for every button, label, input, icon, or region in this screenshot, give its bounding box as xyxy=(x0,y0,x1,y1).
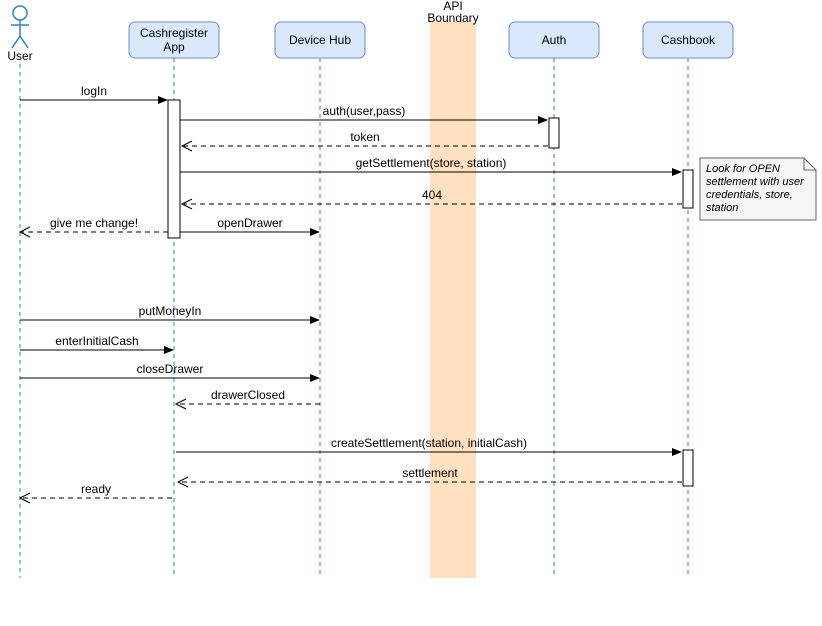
message-label: enterInitialCash xyxy=(55,334,138,348)
message-label: 404 xyxy=(422,188,442,202)
node-cashbook: Cashbook xyxy=(643,22,733,578)
svg-text:Boundary: Boundary xyxy=(427,11,478,25)
activation-cashbook1 xyxy=(683,170,693,208)
message-label: give me change! xyxy=(50,216,138,230)
message-2: token xyxy=(182,130,548,151)
message-label: openDrawer xyxy=(217,216,282,230)
note: Look for OPENsettlement with usercredent… xyxy=(700,158,816,220)
message-9: closeDrawer xyxy=(20,362,320,382)
message-label: settlement xyxy=(402,466,458,480)
message-label: getSettlement(store, station) xyxy=(356,156,507,170)
message-label: token xyxy=(350,130,379,144)
activation-auth xyxy=(549,118,559,148)
note-line: credentials, store, xyxy=(706,189,793,201)
message-label: closeDrawer xyxy=(137,362,204,376)
svg-text:User: User xyxy=(7,49,32,63)
note-line: Look for OPEN xyxy=(706,163,780,175)
svg-text:Cashbook: Cashbook xyxy=(661,33,716,47)
message-label: drawerClosed xyxy=(211,388,285,402)
message-label: auth(user,pass) xyxy=(323,104,406,118)
svg-text:Cashregister: Cashregister xyxy=(140,26,208,40)
message-label: logIn xyxy=(81,84,107,98)
svg-text:App: App xyxy=(163,40,185,54)
actor-user: User xyxy=(7,6,32,578)
api-boundary: API Boundary xyxy=(427,0,478,578)
message-label: createSettlement(station, initialCash) xyxy=(331,436,527,450)
activation-cashbook2 xyxy=(683,450,693,486)
note-line: settlement with user xyxy=(706,176,805,188)
message-label: putMoneyIn xyxy=(139,304,202,318)
message-5: give me change! xyxy=(20,216,168,237)
svg-text:Auth: Auth xyxy=(542,33,567,47)
message-13: ready xyxy=(20,482,172,503)
sequence-diagram: API Boundary User CashregisterApp Device … xyxy=(0,0,822,626)
message-11: createSettlement(station, initialCash) xyxy=(176,436,682,456)
node-auth: Auth xyxy=(509,22,599,578)
message-0: logIn xyxy=(20,84,168,104)
message-label: ready xyxy=(81,482,111,496)
message-7: putMoneyIn xyxy=(20,304,320,324)
note-line: station xyxy=(706,202,738,214)
activation-cashregister_main xyxy=(168,100,180,238)
message-6: openDrawer xyxy=(180,216,320,236)
message-10: drawerClosed xyxy=(176,388,320,409)
message-1: auth(user,pass) xyxy=(180,104,548,124)
svg-text:Device Hub: Device Hub xyxy=(289,33,351,47)
message-8: enterInitialCash xyxy=(20,334,174,354)
